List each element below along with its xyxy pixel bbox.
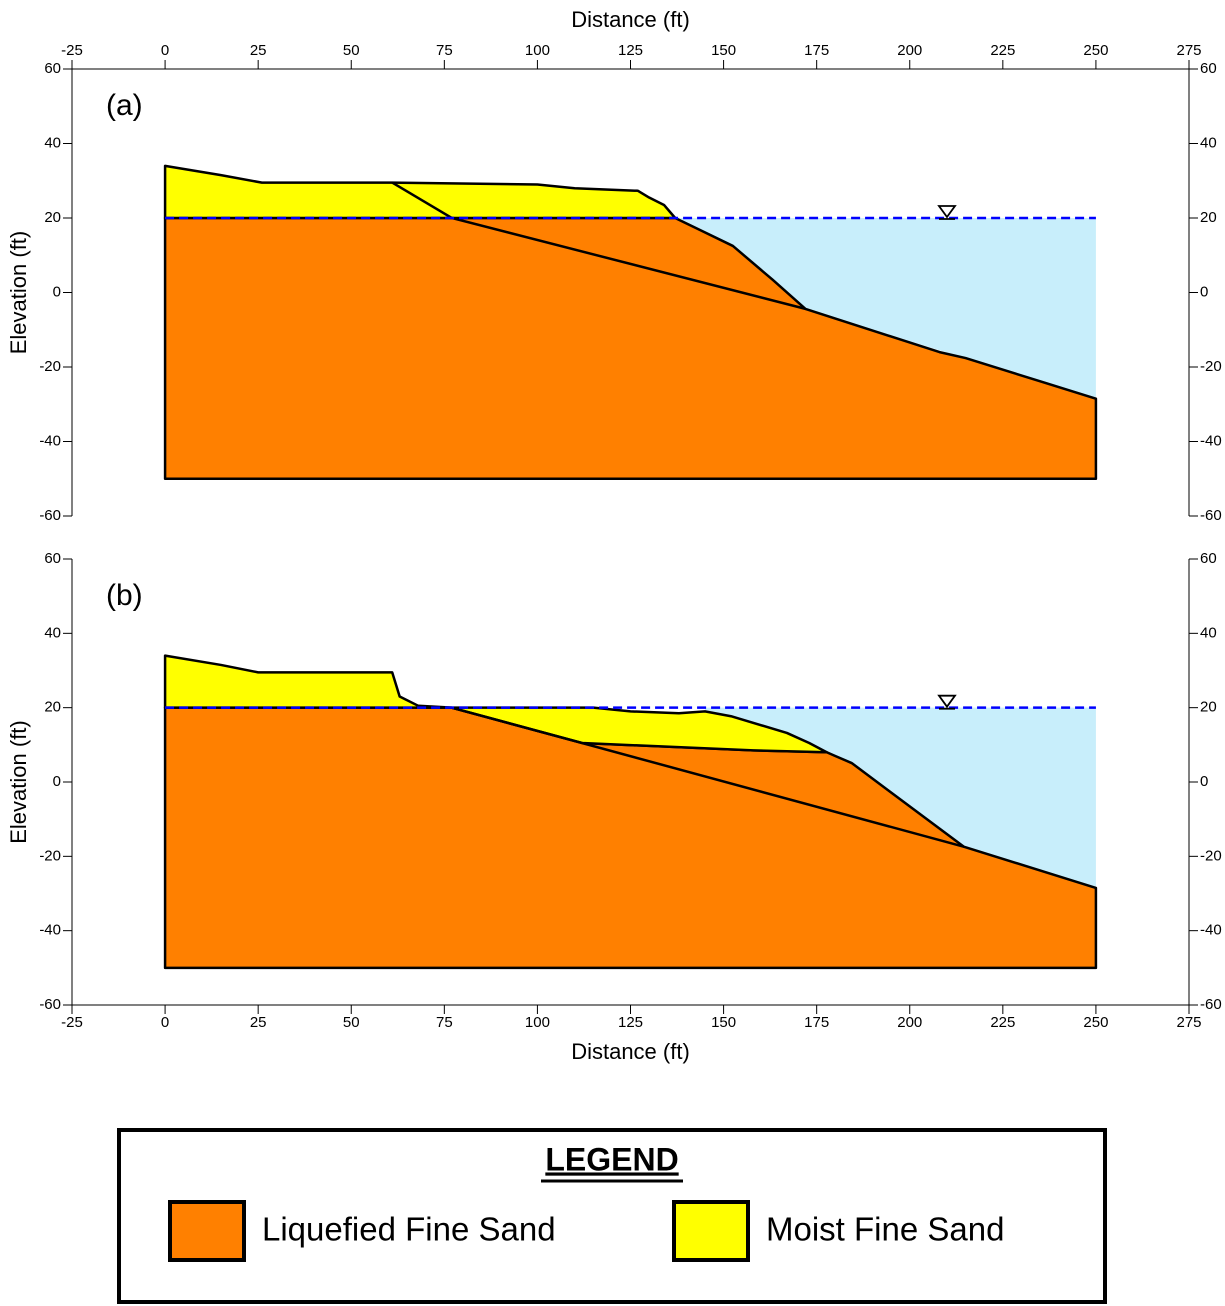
y-tick-label-right: 60 [1200, 60, 1217, 77]
y-tick-label-right: 20 [1200, 209, 1217, 226]
soil-region [163, 164, 677, 220]
soil-region [675, 218, 1096, 399]
legend-swatch [672, 1200, 750, 1262]
x-tick-label: 50 [343, 1014, 360, 1031]
y-tick-label-right: 0 [1200, 283, 1208, 300]
x-tick-label: 200 [897, 1014, 922, 1031]
x-tick-label: 50 [343, 42, 360, 59]
y-tick-label-right: -60 [1200, 996, 1222, 1013]
x-tick-label: 125 [618, 1014, 643, 1031]
y-tick-label: 0 [53, 283, 61, 300]
legend-label: Liquefied Fine Sand [262, 1211, 556, 1248]
legend-label: Moist Fine Sand [766, 1211, 1004, 1248]
y-tick-label-right: -40 [1200, 432, 1222, 449]
x-tick-label: 125 [618, 42, 643, 59]
x-tick-label: 0 [161, 1014, 169, 1031]
y-tick-label: -40 [39, 922, 61, 939]
y-tick-label: -20 [39, 358, 61, 375]
y-tick-label-right: 0 [1200, 773, 1208, 790]
legend-swatch [168, 1200, 246, 1262]
x-tick-label: 150 [711, 1014, 736, 1031]
legend-title: LEGEND [545, 1141, 678, 1177]
y-tick-label: 20 [44, 209, 61, 226]
soil-region [163, 216, 1098, 480]
y-tick-label-right: -40 [1200, 922, 1222, 939]
water-symbol [937, 694, 957, 710]
x-tick-label: 250 [1083, 1014, 1108, 1031]
y-tick-label-right: 40 [1200, 624, 1217, 641]
x-axis-label: Distance (ft) [571, 1039, 690, 1064]
y-tick-label: 40 [44, 624, 61, 641]
x-tick-label: 75 [436, 1014, 453, 1031]
y-tick-label-right: 60 [1200, 550, 1217, 567]
x-tick-label: 100 [525, 42, 550, 59]
soil-region [163, 654, 828, 754]
x-tick-label: -25 [61, 1014, 83, 1031]
y-tick-label: -60 [39, 507, 61, 524]
y-tick-label-right: -60 [1200, 507, 1222, 524]
y-tick-label: -40 [39, 432, 61, 449]
y-tick-label: 60 [44, 550, 61, 567]
x-tick-label: 225 [990, 1014, 1015, 1031]
x-tick-label: 200 [897, 42, 922, 59]
soil-region [704, 707, 1096, 888]
x-tick-label: 75 [436, 42, 453, 59]
y-axis-label: Elevation (ft) [6, 231, 31, 355]
x-tick-label: 175 [804, 1014, 829, 1031]
x-tick-label: 275 [1176, 1014, 1201, 1031]
panel-label: (a) [106, 89, 143, 122]
panel-label: (b) [106, 579, 143, 612]
y-tick-label: 40 [44, 134, 61, 151]
y-tick-label: 0 [53, 773, 61, 790]
water-symbol [937, 205, 957, 220]
y-tick-label: -60 [39, 996, 61, 1013]
y-axis-label: Elevation (ft) [6, 720, 31, 844]
x-tick-label: 250 [1083, 42, 1108, 59]
y-tick-label-right: -20 [1200, 847, 1222, 864]
y-tick-label-right: -20 [1200, 358, 1222, 375]
x-tick-label: 225 [990, 42, 1015, 59]
x-tick-label: 100 [525, 1014, 550, 1031]
x-tick-label: 275 [1176, 42, 1201, 59]
y-tick-label: -20 [39, 847, 61, 864]
x-tick-label: 25 [250, 42, 267, 59]
legend-box [117, 1128, 1107, 1304]
x-axis-label: Distance (ft) [571, 7, 690, 32]
x-tick-label: 0 [161, 42, 169, 59]
y-tick-label-right: 20 [1200, 699, 1217, 716]
y-tick-label: 60 [44, 60, 61, 77]
boundary-line [451, 706, 965, 848]
x-tick-label: 150 [711, 42, 736, 59]
x-tick-label: 175 [804, 42, 829, 59]
x-tick-label: -25 [61, 42, 83, 59]
x-tick-label: 25 [250, 1014, 267, 1031]
y-tick-label: 20 [44, 699, 61, 716]
y-tick-label-right: 40 [1200, 134, 1217, 151]
